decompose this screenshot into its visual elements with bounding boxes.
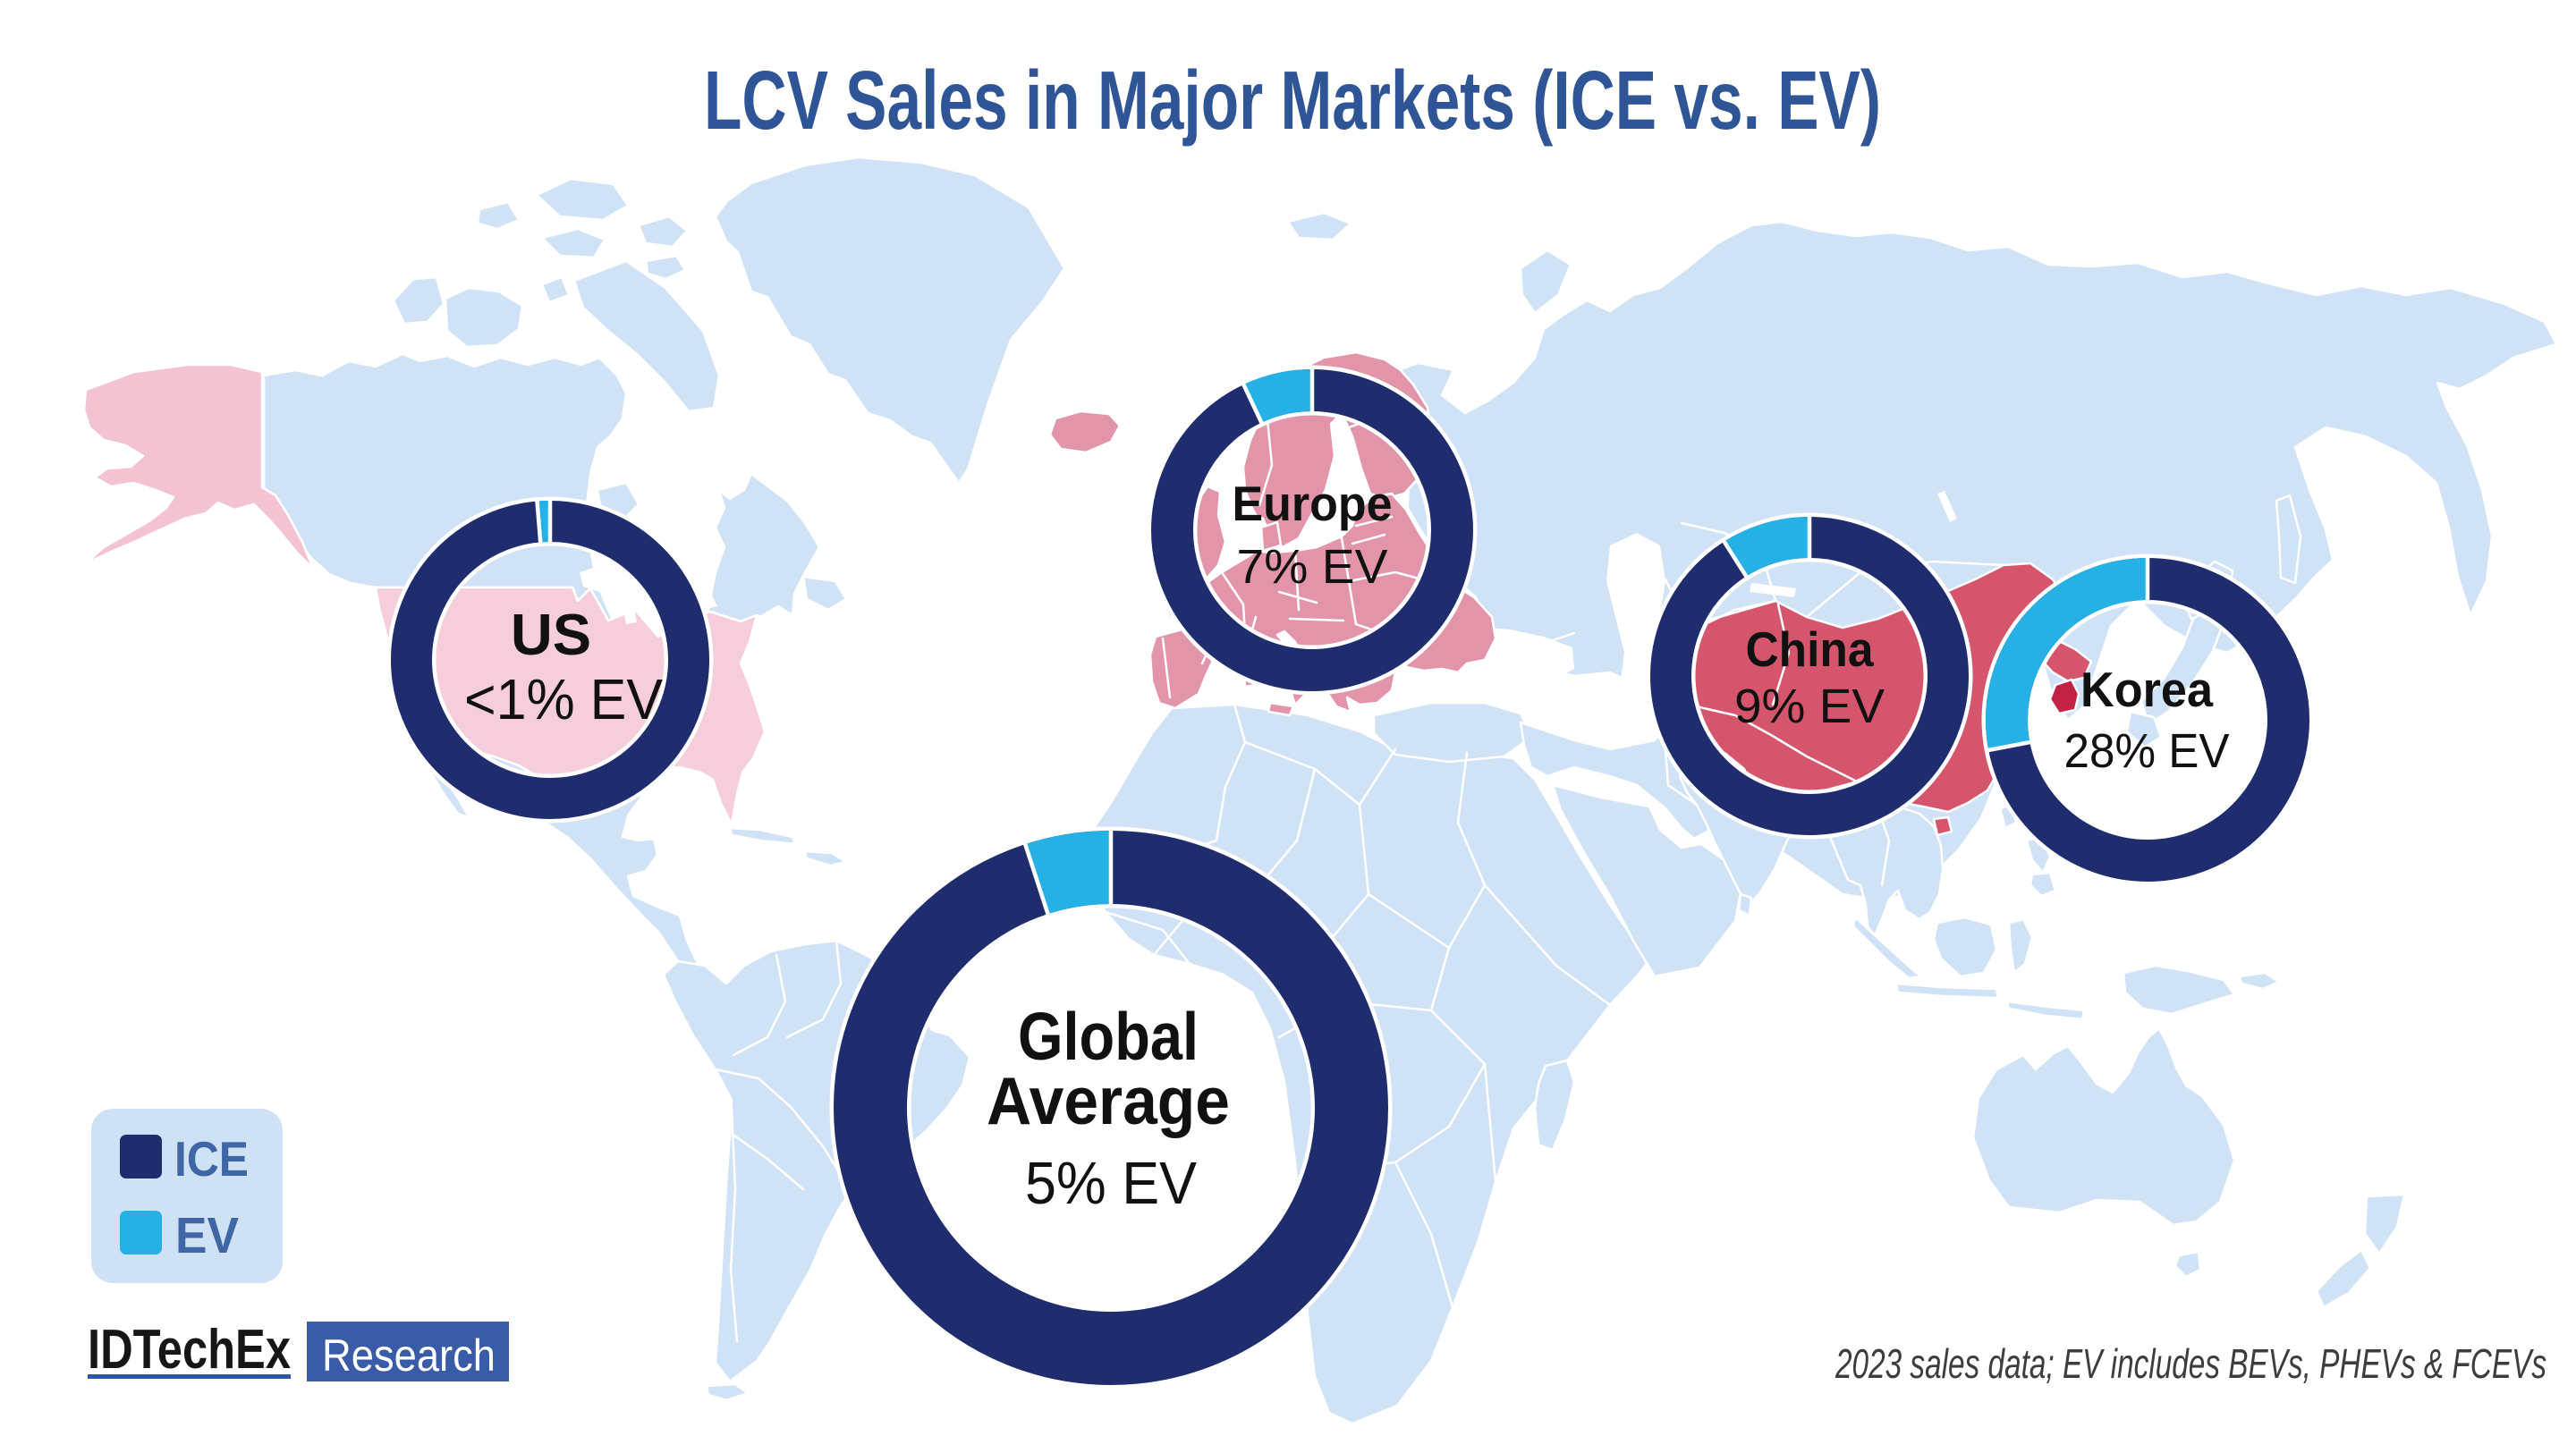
svg-text:5% EV: 5% EV (1025, 1150, 1197, 1217)
svg-text:Korea: Korea (2080, 662, 2213, 717)
svg-text:Global: Global (1018, 999, 1199, 1074)
svg-text:Europe: Europe (1233, 476, 1393, 531)
svg-text:Research: Research (322, 1331, 496, 1381)
svg-text:7% EV: 7% EV (1237, 540, 1388, 594)
svg-text:EV: EV (175, 1207, 239, 1264)
svg-text:China: China (1746, 621, 1874, 677)
svg-text:Average: Average (987, 1063, 1230, 1138)
svg-text:<1% EV: <1% EV (464, 667, 663, 731)
svg-text:US: US (511, 602, 591, 667)
svg-text:9% EV: 9% EV (1734, 680, 1885, 733)
svg-text:IDTechEx: IDTechEx (88, 1319, 291, 1381)
svg-text:28% EV: 28% EV (2064, 724, 2230, 778)
svg-text:2023 sales data; EV includes B: 2023 sales data; EV includes BEVs, PHEVs… (1835, 1340, 2546, 1387)
svg-text:ICE: ICE (174, 1131, 249, 1187)
svg-text:LCV Sales in Major Markets (IC: LCV Sales in Major Markets (ICE vs. EV) (704, 54, 1881, 147)
